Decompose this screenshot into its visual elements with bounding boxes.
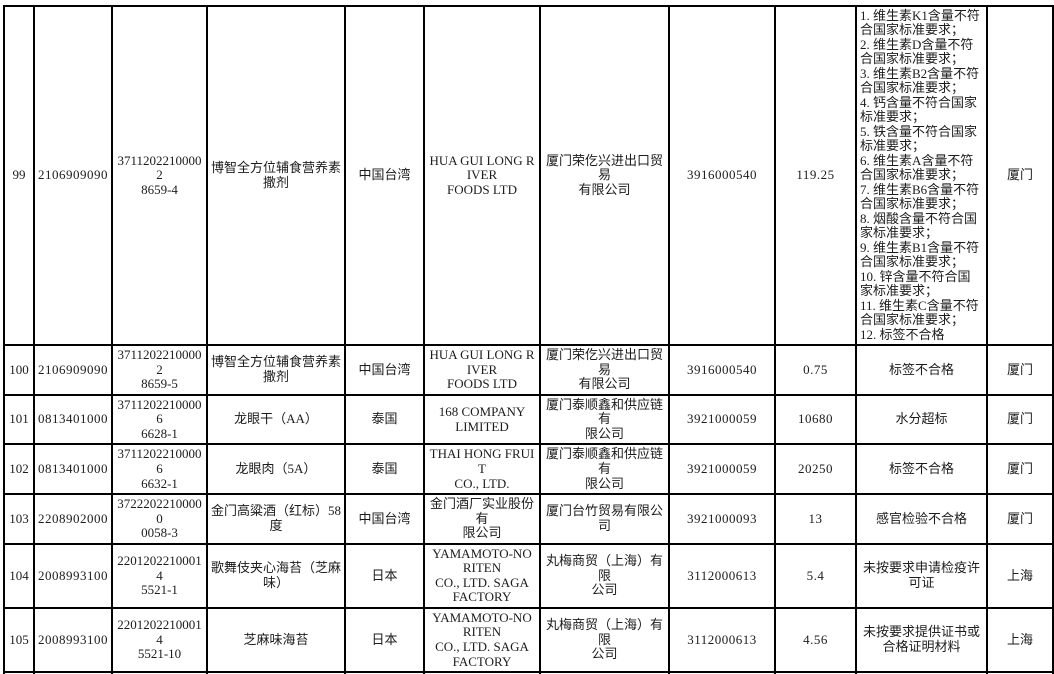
cell-no: 104 xyxy=(3,542,35,609)
cell-quantity: 13 xyxy=(774,493,857,545)
cell-license_no: 3112000613 xyxy=(668,671,776,674)
cell-port: 上海 xyxy=(986,671,1054,674)
cell-origin: 中国台湾 xyxy=(344,4,425,347)
cell-port: 上海 xyxy=(986,542,1054,609)
cell-license_no: 3916000540 xyxy=(668,344,776,396)
cell-unqualified_reasons: 1. 维生素K1含量不符合国家标准要求； 2. 维生素D含量不符合国家标准要求；… xyxy=(855,4,988,347)
cell-unqualified_reasons: 水分超标 xyxy=(855,393,988,446)
cell-origin: 中国台湾 xyxy=(344,344,425,396)
cell-license_no: 3112000613 xyxy=(668,542,776,609)
cell-no: 102 xyxy=(3,443,35,496)
cell-product_name: 歌舞伎夹心海苔（芝麻 味） xyxy=(206,542,346,609)
cell-filing_no: 37112022100006 6632-1 xyxy=(111,443,208,496)
table-row: 102 0813401000 37112022100006 6632-1 龙眼肉（5A… xyxy=(3,443,1054,496)
cell-unqualified_reasons: 标签不合格 xyxy=(855,344,988,396)
cell-origin: 泰国 xyxy=(344,393,425,446)
cell-origin: 中国台湾 xyxy=(344,493,425,545)
cell-port: 厦门 xyxy=(986,493,1054,545)
cell-quantity: 4.56 xyxy=(774,606,857,674)
cell-license_no: 3921000059 xyxy=(668,393,776,446)
cell-license_no: 3916000540 xyxy=(668,4,776,347)
cell-quantity: 3.52 xyxy=(774,671,857,674)
cell-product_name: 博智全方位辅食营养素 撒剂 xyxy=(206,344,346,396)
cell-no: 103 xyxy=(3,493,35,545)
cell-hs_code: 0813401000 xyxy=(33,443,113,496)
cell-unqualified_reasons: 未按要求提供证书或合格证明材料 xyxy=(855,606,988,674)
cell-hs_code: 0813401000 xyxy=(33,393,113,446)
cell-no: 106 xyxy=(3,671,35,674)
cell-filing_no: 37112022100006 6628-1 xyxy=(111,393,208,446)
cell-unqualified_reasons: 标签不合格 xyxy=(855,443,988,496)
table-row: 106200899310022012022100014 5521-11鲣鱼味海苔… xyxy=(3,671,1054,674)
cell-license_no: 3112000613 xyxy=(668,606,776,674)
cell-license_no: 3921000093 xyxy=(668,493,776,545)
cell-manufacturer: HUA GUI LONG RIVER FOODS LTD xyxy=(423,344,541,396)
cell-importer: 厦门泰顺鑫和供应链有 限公司 xyxy=(539,443,670,496)
cell-manufacturer: YAMAMOTO-NORITEN CO., LTD. SAGA FACTORY xyxy=(423,606,541,674)
cell-unqualified_reasons: 未按要求申请检疫许可证 xyxy=(855,542,988,609)
cell-hs_code: 2208902000 xyxy=(33,493,113,545)
cell-no: 101 xyxy=(3,393,35,446)
cell-port: 厦门 xyxy=(986,4,1054,347)
cell-manufacturer: YAMAMOTO-NORITEN CO., LTD. SAGA FACTORY xyxy=(423,542,541,609)
cell-manufacturer: YAMAMOTO-NORITEN CO., LTD. SAGA FACTORY xyxy=(423,671,541,674)
cell-manufacturer: 168 COMPANY LIMITED xyxy=(423,393,541,446)
cell-hs_code: 2008993100 xyxy=(33,671,113,674)
cell-license_no: 3921000059 xyxy=(668,443,776,496)
cell-importer: 厦门泰顺鑫和供应链有 限公司 xyxy=(539,393,670,446)
cell-origin: 泰国 xyxy=(344,443,425,496)
table-row: 105 2008993100 22012022100014 5521-10 芝麻味海苔… xyxy=(3,606,1054,674)
cell-no: 99 xyxy=(3,4,35,347)
cell-quantity: 5.4 xyxy=(774,542,857,609)
cell-origin: 日本 xyxy=(344,606,425,674)
cell-origin: 日本 xyxy=(344,671,425,674)
cell-no: 100 xyxy=(3,344,35,396)
cell-port: 厦门 xyxy=(986,344,1054,396)
cell-product_name: 金门高粱酒（红标）58 度 xyxy=(206,493,346,545)
cell-importer: 丸梅商贸（上海）有限 公司 xyxy=(539,542,670,609)
cell-filing_no: 22012022100014 5521-11 xyxy=(111,671,208,674)
cell-importer: 厦门荣仡兴进出口贸易 有限公司 xyxy=(539,4,670,347)
table-body: 99 2106909090 37112022100002 8659-4 博智全方位辅食… xyxy=(3,4,1054,674)
cell-filing_no: 37112022100002 8659-5 xyxy=(111,344,208,396)
cell-origin: 日本 xyxy=(344,542,425,609)
cell-product_name: 芝麻味海苔 xyxy=(206,606,346,674)
cell-filing_no: 22012022100014 5521-10 xyxy=(111,606,208,674)
cell-importer: 丸梅商贸（上海）有限 公司 xyxy=(539,606,670,674)
cell-manufacturer: THAI HONG FRUIT CO., LTD. xyxy=(423,443,541,496)
cell-port: 上海 xyxy=(986,606,1054,674)
cell-hs_code: 2106909090 xyxy=(33,4,113,347)
cell-hs_code: 2106909090 xyxy=(33,344,113,396)
cell-product_name: 龙眼干（AA） xyxy=(206,393,346,446)
cell-filing_no: 37222022100000 0058-3 xyxy=(111,493,208,545)
cell-filing_no: 22012022100014 5521-1 xyxy=(111,542,208,609)
cell-quantity: 10680 xyxy=(774,393,857,446)
cell-product_name: 鲣鱼味海苔 xyxy=(206,671,346,674)
table-row: 104 2008993100 22012022100014 5521-1 歌舞伎夹心海… xyxy=(3,542,1054,609)
cell-manufacturer: 金门酒厂实业股份有 限公司 xyxy=(423,493,541,545)
cell-quantity: 0.75 xyxy=(774,344,857,396)
table-row: 103 2208902000 37222022100000 0058-3 金门高粱酒（… xyxy=(3,493,1054,545)
cell-quantity: 20250 xyxy=(774,443,857,496)
cell-port: 厦门 xyxy=(986,443,1054,496)
cell-hs_code: 2008993100 xyxy=(33,542,113,609)
cell-no: 105 xyxy=(3,606,35,674)
cell-filing_no: 37112022100002 8659-4 xyxy=(111,4,208,347)
cell-product_name: 龙眼肉（5A） xyxy=(206,443,346,496)
cell-hs_code: 2008993100 xyxy=(33,606,113,674)
cell-port: 厦门 xyxy=(986,393,1054,446)
table-row: 99 2106909090 37112022100002 8659-4 博智全方位辅食… xyxy=(3,4,1054,347)
cell-importer: 厦门台竹贸易有限公司 xyxy=(539,493,670,545)
inspection-table: 99 2106909090 37112022100002 8659-4 博智全方位辅食… xyxy=(3,4,1054,674)
cell-unqualified_reasons: 未按要求申请检疫许可证 xyxy=(855,671,988,674)
cell-importer: 丸梅商贸（上海）有限 公司 xyxy=(539,671,670,674)
table-row: 100 2106909090 37112022100002 8659-5 博智全方位辅… xyxy=(3,344,1054,396)
table-row: 101 0813401000 37112022100006 6628-1 龙眼干（AA… xyxy=(3,393,1054,446)
cell-quantity: 119.25 xyxy=(774,4,857,347)
cell-unqualified_reasons: 感官检验不合格 xyxy=(855,493,988,545)
cell-importer: 厦门荣仡兴进出口贸易 有限公司 xyxy=(539,344,670,396)
cell-product_name: 博智全方位辅食营养素 撒剂 xyxy=(206,4,346,347)
cell-manufacturer: HUA GUI LONG RIVER FOODS LTD xyxy=(423,4,541,347)
